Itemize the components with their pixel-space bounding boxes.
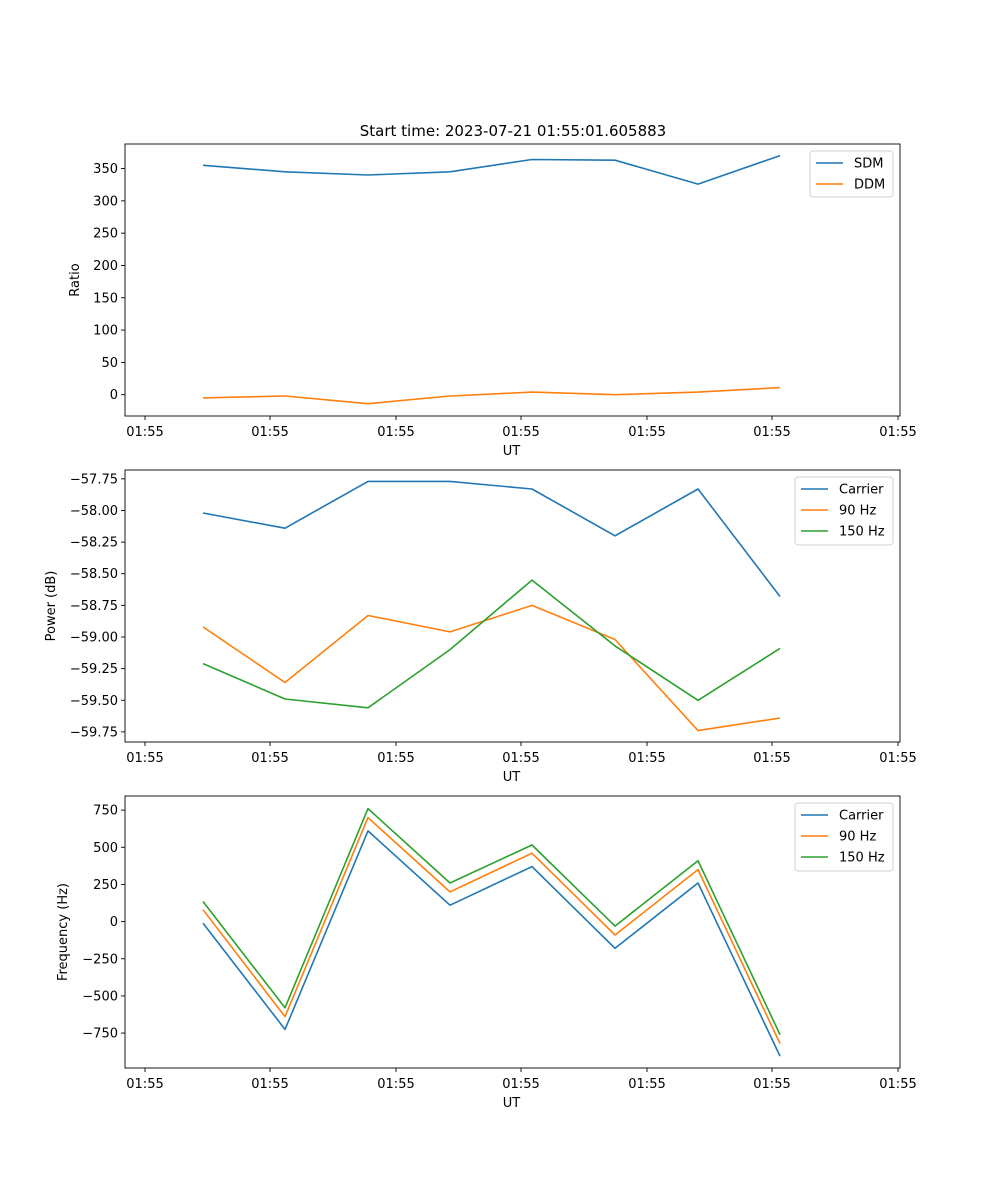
y-tick-label: 500 bbox=[93, 841, 118, 856]
y-tick-label: −59.00 bbox=[70, 630, 118, 645]
y-tick-label: 50 bbox=[101, 356, 118, 371]
x-tick-label: 01:55 bbox=[251, 751, 288, 766]
x-axis-label: UT bbox=[503, 770, 521, 785]
x-tick-label: 01:55 bbox=[753, 1077, 790, 1092]
y-tick-label: −57.75 bbox=[70, 472, 118, 487]
x-tick-label: 01:55 bbox=[502, 1077, 539, 1092]
y-tick-label: −58.50 bbox=[70, 567, 118, 582]
x-tick-label: 01:55 bbox=[251, 425, 288, 440]
x-tick-label: 01:55 bbox=[879, 425, 916, 440]
y-tick-label: 0 bbox=[110, 388, 118, 403]
y-tick-label: −250 bbox=[82, 952, 118, 967]
y-axis-label: Ratio bbox=[68, 263, 83, 296]
y-tick-label: 200 bbox=[93, 259, 118, 274]
x-axis-label: UT bbox=[503, 1096, 521, 1111]
x-tick-label: 01:55 bbox=[502, 751, 539, 766]
legend-label: 90 Hz bbox=[839, 830, 876, 845]
legend-frame bbox=[794, 802, 894, 872]
y-tick-label: −750 bbox=[82, 1027, 118, 1042]
series-line-90-hz bbox=[202, 604, 781, 732]
y-tick-label: −58.00 bbox=[70, 504, 118, 519]
y-tick-label: 250 bbox=[93, 878, 118, 893]
y-tick-label: 150 bbox=[93, 291, 118, 306]
legend: SDM DDM bbox=[809, 150, 894, 198]
y-tick-label: 350 bbox=[93, 162, 118, 177]
series-line-sdm bbox=[202, 154, 781, 185]
axes-frame bbox=[124, 795, 901, 1069]
legend-label: Carrier bbox=[839, 483, 884, 498]
x-tick-label: 01:55 bbox=[753, 751, 790, 766]
y-tick-label: 0 bbox=[110, 915, 118, 930]
x-tick-label: 01:55 bbox=[377, 751, 414, 766]
x-tick-label: 01:55 bbox=[251, 1077, 288, 1092]
x-tick-label: 01:55 bbox=[879, 751, 916, 766]
series-line-150-hz bbox=[202, 807, 781, 1035]
y-tick-label: 250 bbox=[93, 227, 118, 242]
y-tick-label: 300 bbox=[93, 194, 118, 209]
x-tick-label: 01:55 bbox=[126, 751, 163, 766]
y-tick-label: −58.25 bbox=[70, 536, 118, 551]
y-axis-label: Power (dB) bbox=[44, 571, 59, 642]
chart-panel-1: 01:55 01:55 01:55 01:55 01:55 01:55 01:55 UT 0 50… bbox=[68, 143, 917, 459]
series-line-carrier bbox=[202, 830, 781, 1057]
x-tick-label: 01:55 bbox=[126, 1077, 163, 1092]
y-tick-label: −500 bbox=[82, 989, 118, 1004]
figure-title: Start time: 2023-07-21 01:55:01.605883 bbox=[360, 122, 666, 140]
y-tick-label: −59.50 bbox=[70, 694, 118, 709]
y-tick-label: 100 bbox=[93, 324, 118, 339]
series-line-ddm bbox=[202, 386, 781, 405]
chart-panel-2: 01:55 01:55 01:55 01:55 01:55 01:55 01:55 UT −57… bbox=[44, 469, 917, 785]
y-tick-label: −59.25 bbox=[70, 662, 118, 677]
legend-label: 150 Hz bbox=[839, 525, 885, 540]
legend-label: DDM bbox=[854, 178, 885, 193]
x-tick-label: 01:55 bbox=[879, 1077, 916, 1092]
legend: Carrier 90 Hz 150 Hz bbox=[794, 802, 894, 872]
series-line-150-hz bbox=[202, 579, 781, 709]
axes-frame bbox=[124, 143, 901, 417]
x-tick-label: 01:55 bbox=[628, 1077, 665, 1092]
legend-label: Carrier bbox=[839, 809, 884, 824]
legend-frame bbox=[794, 476, 894, 546]
legend-label: 150 Hz bbox=[839, 851, 885, 866]
x-axis-label: UT bbox=[503, 444, 521, 459]
x-tick-label: 01:55 bbox=[628, 425, 665, 440]
axes-frame bbox=[124, 469, 901, 743]
chart-panel-3: 01:55 01:55 01:55 01:55 01:55 01:55 01:55 UT 750… bbox=[56, 795, 917, 1111]
legend: Carrier 90 Hz 150 Hz bbox=[794, 476, 894, 546]
x-tick-label: 01:55 bbox=[628, 751, 665, 766]
x-tick-label: 01:55 bbox=[377, 425, 414, 440]
x-tick-label: 01:55 bbox=[753, 425, 790, 440]
series-line-carrier bbox=[202, 480, 781, 597]
legend-label: SDM bbox=[854, 157, 883, 172]
legend-label: 90 Hz bbox=[839, 504, 876, 519]
y-tick-label: 750 bbox=[93, 804, 118, 819]
y-tick-label: −59.75 bbox=[70, 725, 118, 740]
x-tick-label: 01:55 bbox=[502, 425, 539, 440]
y-axis-label: Frequency (Hz) bbox=[56, 883, 71, 981]
y-tick-label: −58.75 bbox=[70, 599, 118, 614]
series-line-90-hz bbox=[202, 816, 781, 1044]
x-tick-label: 01:55 bbox=[377, 1077, 414, 1092]
x-tick-label: 01:55 bbox=[126, 425, 163, 440]
